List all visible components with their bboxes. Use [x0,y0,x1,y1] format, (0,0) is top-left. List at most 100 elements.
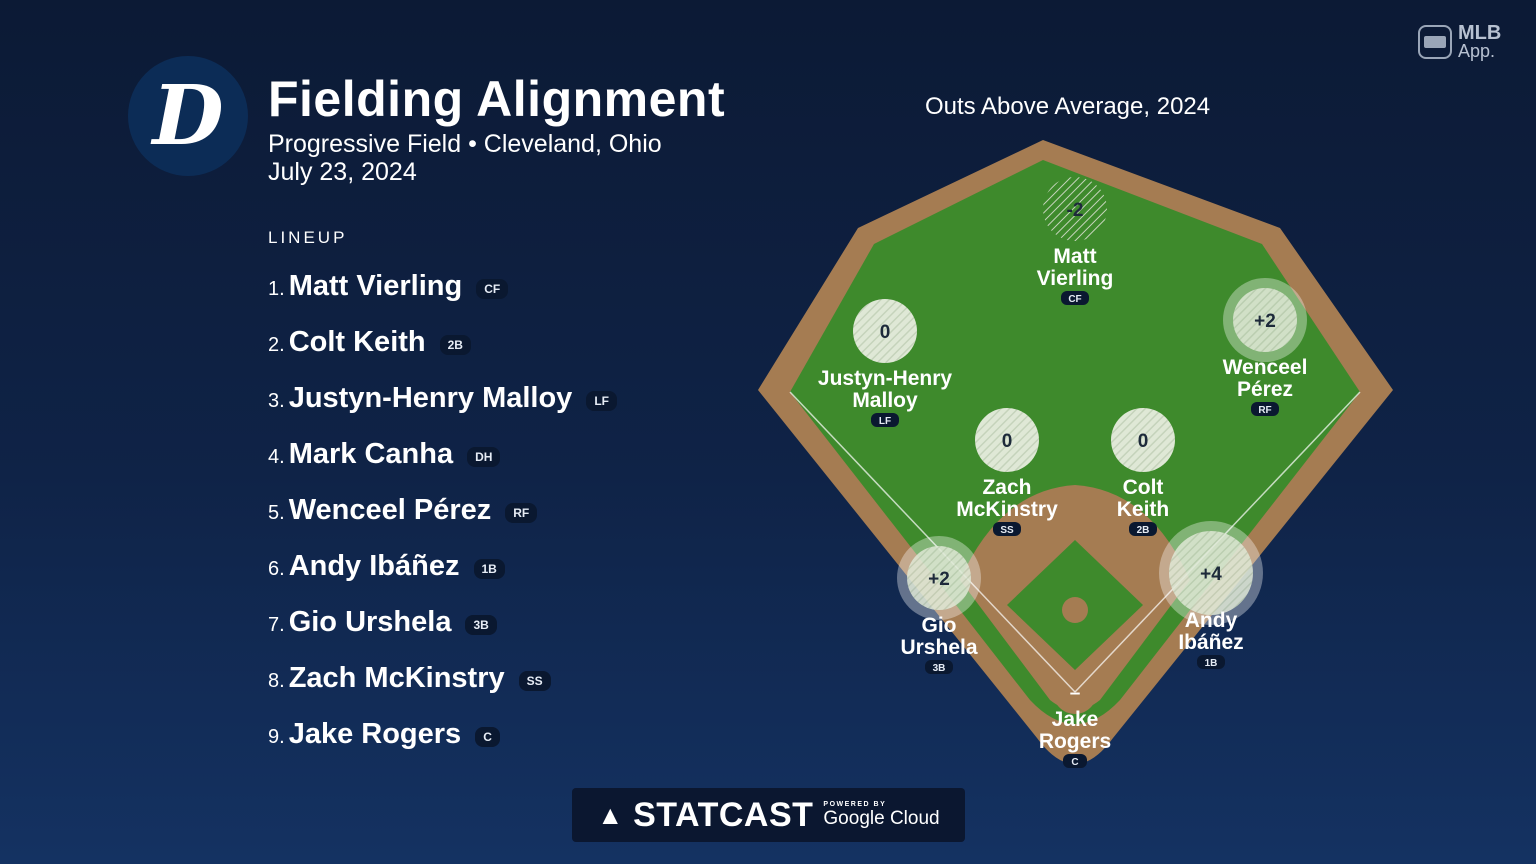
oaa-value: 0 [1138,431,1149,452]
tigers-logo: D [128,56,248,176]
fielder-last-name: Vierling [1037,267,1114,290]
batting-order: 5. [268,501,285,524]
fielder-pos-label: 3B [933,663,946,674]
fielder-pos-label: C [1071,757,1078,768]
oaa-value: – [1070,683,1081,704]
position-badge: RF [505,503,538,523]
position-badge: C [475,727,500,747]
fielder-pos-label: CF [1068,294,1081,305]
batting-order: 7. [268,613,285,636]
lineup-item: 1. Matt Vierling CF [268,258,617,314]
venue-text: Progressive Field • Cleveland, Ohio [268,130,662,158]
fielder-first-name: Matt [1053,245,1096,268]
player-name: Gio Urshela [288,605,452,638]
google-cloud-credit: POWERED BY Google Cloud [823,800,940,829]
page-title: Fielding Alignment [268,71,726,127]
pitchers-mound [1062,597,1088,623]
fielder-first-name: Justyn-Henry [818,367,953,390]
fielder-pos-badge [1063,754,1087,768]
fielder-pos-badge [925,660,953,674]
oaa-value: -2 [1067,200,1084,221]
oaa-bubble [1043,177,1107,241]
batting-order: 4. [268,445,285,468]
fielder-last-name: McKinstry [956,498,1058,521]
batting-order: 9. [268,725,285,748]
mlb-app-text: MLB App. [1458,22,1502,61]
fielder-last-name: Keith [1117,498,1170,521]
fielder-pos-badge [993,522,1021,536]
lineup-list: 1. Matt Vierling CF 2. Colt Keith 2B 3. Justy… [268,258,617,762]
oaa-value: +2 [928,569,950,590]
fielder-last-name: Urshela [900,636,977,659]
batting-order: 6. [268,557,285,580]
player-name: Matt Vierling [288,269,463,302]
player-name: Wenceel Pérez [288,493,492,526]
fielder-pos-badge [1129,522,1157,536]
foul-line-left [789,391,1076,693]
oaa-bubble [853,299,917,363]
player-name: Zach McKinstry [288,661,505,694]
lineup-item: 4. Mark Canha DH [268,426,617,482]
batting-order: 3. [268,389,285,412]
lineup-item: 6. Andy Ibáñez 1B [268,538,617,594]
tigers-d-logo-icon: D [152,68,224,164]
game-info: Progressive Field • Cleveland, Ohio July… [268,130,662,186]
fielder-last-name: Pérez [1237,378,1293,401]
batting-order: 2. [268,333,285,356]
lineup-heading: LINEUP [268,228,348,247]
batting-order: 8. [268,669,285,692]
fielder-first-name: Wenceel [1223,356,1308,379]
fielder-first-name: Jake [1052,708,1099,731]
position-badge: 3B [465,615,497,635]
player-name: Colt Keith [288,325,426,358]
mlb-app-brand: MLB App. [1418,22,1502,61]
fielder-first-name: Zach [982,476,1031,499]
fielder-pos-label: 1B [1205,658,1218,669]
fielder-pos-label: 2B [1137,525,1150,536]
position-badge: 2B [439,335,471,355]
statcast-wordmark: STATCAST [633,795,814,834]
mlb-app-icon [1418,25,1452,59]
player-name: Andy Ibáñez [288,549,460,582]
fielder-pos-badge [1197,655,1225,669]
player-name: Justyn-Henry Malloy [288,381,573,414]
fielder-last-name: Rogers [1039,730,1111,753]
lineup-item: 3. Justyn-Henry Malloy LF [268,370,617,426]
fielder-pos-badge [871,413,899,427]
position-badge: 1B [473,559,505,579]
oaa-bubble-core [1233,288,1297,352]
oaa-bubble [975,408,1039,472]
position-badge: LF [586,391,617,411]
oaa-heading: Outs Above Average, 2024 [925,93,1211,120]
fielder-last-name: Malloy [852,389,918,412]
lineup-item: 8. Zach McKinstry SS [268,650,617,706]
fielder-pos-label: LF [879,416,891,427]
oaa-bubble-core [907,546,971,610]
lineup-item: 9. Jake Rogers C [268,706,617,762]
position-badge: DH [467,447,501,467]
position-badge: SS [518,671,551,691]
oaa-value: +2 [1254,311,1276,332]
fielder-first-name: Andy [1185,609,1238,632]
fielder-pos-badge [1251,402,1279,416]
oaa-value: 0 [1002,431,1013,452]
fielder-first-name: Colt [1123,476,1164,499]
oaa-value: +4 [1200,564,1222,585]
fielder-last-name: Ibáñez [1178,631,1243,654]
oaa-bubble-core [1169,531,1253,615]
fielder-pos-badge [1061,291,1089,305]
oaa-value: 0 [880,322,891,343]
oaa-bubble [1111,408,1175,472]
date-text: July 23, 2024 [268,158,417,186]
player-name: Jake Rogers [288,717,462,750]
fielder-pos-label: RF [1258,405,1271,416]
lineup-item: 5. Wenceel Pérez RF [268,482,617,538]
